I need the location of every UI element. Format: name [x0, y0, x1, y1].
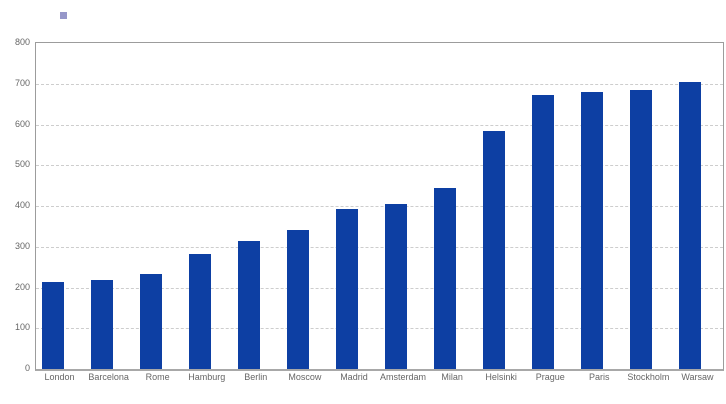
y-tick-label: 600	[14, 118, 30, 129]
y-tick-label: 500	[14, 159, 30, 170]
x-tick-label-amsterdam: Amsterdam	[380, 372, 427, 382]
y-tick-label: 700	[14, 77, 30, 88]
bar-amsterdam	[385, 203, 408, 369]
bar-berlin	[237, 241, 260, 369]
y-tick-label: 400	[14, 200, 30, 210]
bar-rome	[139, 274, 162, 369]
x-tick-label-london: London	[44, 372, 75, 382]
series-legend-marker-icon	[60, 12, 67, 19]
y-tick-label: 800	[14, 37, 30, 47]
bar-milan	[434, 187, 457, 369]
gridline	[36, 83, 723, 85]
gridline	[36, 206, 723, 207]
x-tick-label-berlin: Berlin	[244, 372, 268, 382]
x-tick-label-milan: Milan	[441, 372, 463, 382]
y-tick-label: 300	[14, 240, 30, 251]
bar-helsinki	[483, 131, 506, 369]
gridline	[36, 287, 723, 289]
bar-prague	[532, 94, 555, 369]
x-tick-label-hamburg: Hamburg	[188, 372, 226, 382]
gridline	[36, 246, 723, 248]
bar-hamburg	[188, 253, 211, 369]
gridline	[36, 165, 723, 167]
x-tick-label-madrid: Madrid	[340, 372, 368, 382]
y-tick-label: 100	[14, 322, 30, 333]
plot-area	[35, 42, 724, 371]
x-tick-label-stockholm: Stockholm	[627, 372, 670, 382]
gridline	[36, 328, 723, 330]
y-tick-label: 0	[24, 363, 30, 373]
x-tick-label-rome: Rome	[145, 372, 170, 382]
bar-warsaw	[679, 81, 702, 369]
x-tick-label-warsaw: Warsaw	[681, 372, 714, 382]
bar-moscow	[286, 229, 309, 369]
bar-madrid	[335, 209, 358, 369]
x-tick-label-prague: Prague	[535, 372, 565, 382]
bar-london	[41, 282, 64, 369]
bar-stockholm	[630, 89, 653, 369]
x-tick-label-paris: Paris	[589, 372, 610, 382]
bar-paris	[581, 91, 604, 369]
bar-barcelona	[90, 280, 113, 369]
y-tick-label: 200	[14, 281, 30, 292]
x-tick-label-helsinki: Helsinki	[485, 372, 517, 382]
x-tick-label-barcelona: Barcelona	[88, 372, 129, 382]
gridline	[36, 124, 723, 126]
x-tick-label-moscow: Moscow	[288, 372, 322, 382]
